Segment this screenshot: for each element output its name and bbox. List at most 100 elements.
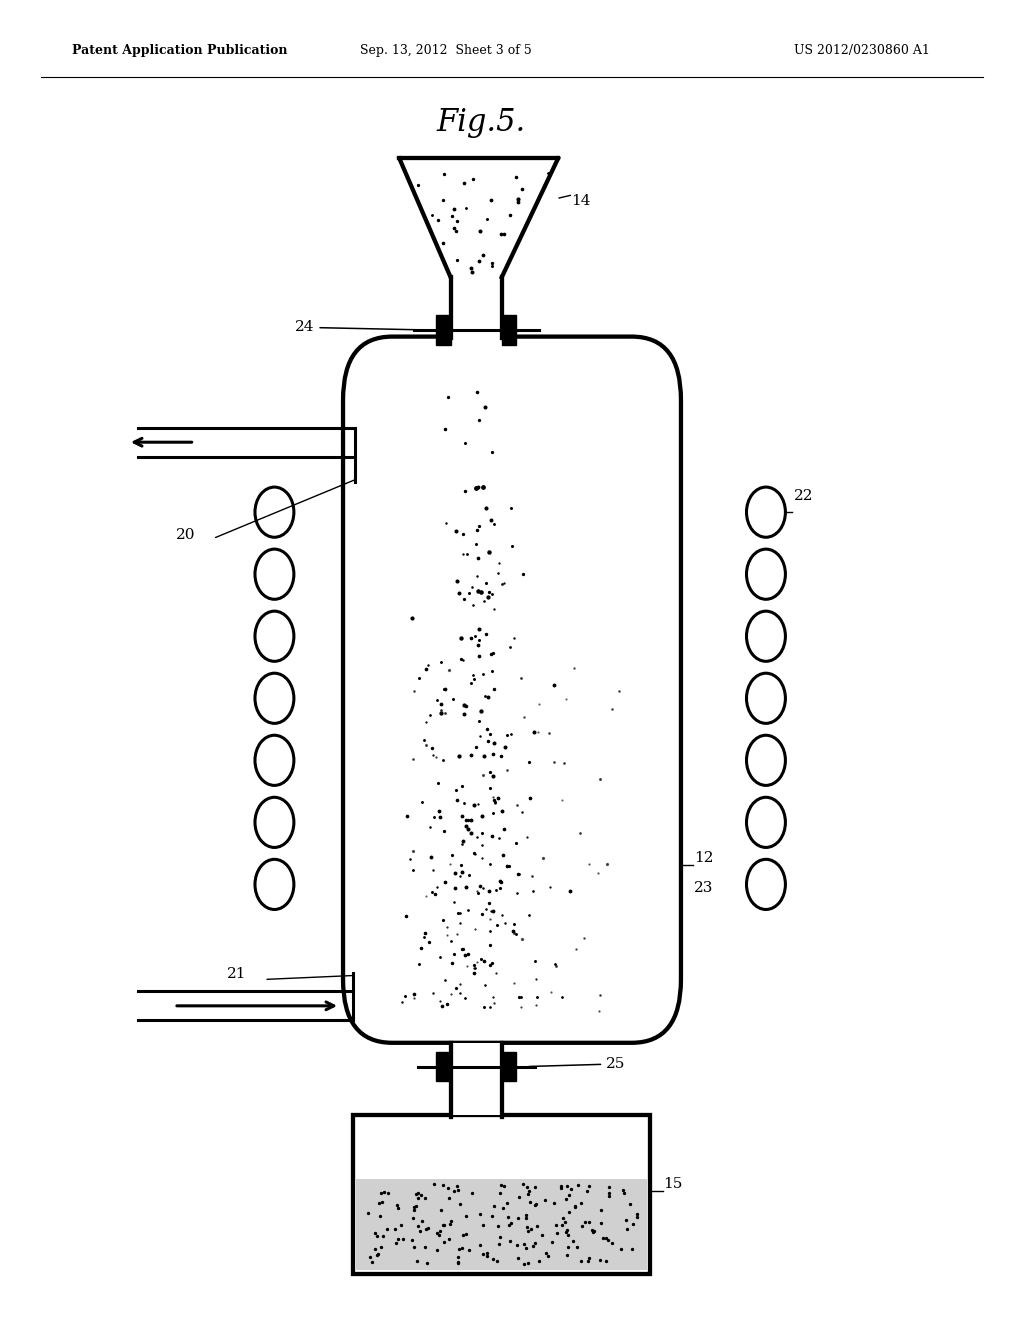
Point [492,1234,508,1255]
Point [387,1218,403,1239]
Point [519,1220,536,1241]
Point [559,1245,575,1266]
Point [510,1208,526,1229]
Point [370,1243,386,1265]
Point [479,1243,496,1265]
Point [430,1224,446,1245]
Point [514,1173,530,1195]
Point [414,1210,430,1232]
Point [509,1234,525,1255]
Point [560,1225,577,1246]
Point [417,1237,433,1258]
Point [492,1183,508,1204]
Point [449,1176,465,1197]
Point [414,1185,430,1206]
Point [373,1183,389,1204]
Point [565,1230,582,1251]
Text: 24: 24 [295,321,425,334]
Point [557,1188,573,1209]
Point [580,1250,596,1271]
Point [451,1238,467,1259]
Point [625,1213,641,1234]
Point [450,1179,466,1200]
Point [549,1222,565,1243]
Point [521,1191,538,1212]
Text: 22: 22 [794,490,813,503]
Point [629,1206,645,1228]
Bar [502,315,516,345]
Point [559,1176,575,1197]
Point [552,1175,568,1196]
Point [538,1242,554,1263]
Point [500,1206,516,1228]
Bar [436,1052,451,1081]
Point [552,1177,568,1199]
Text: 15: 15 [664,1177,683,1191]
Point [540,1245,556,1266]
Point [517,1205,534,1226]
Point [520,1184,537,1205]
Bar [502,1052,516,1081]
Point [493,1175,509,1196]
Point [387,1233,403,1254]
Point [525,1236,542,1257]
Point [380,1183,396,1204]
Point [407,1237,423,1258]
Point [361,1246,378,1267]
Point [581,1212,597,1233]
Point [622,1193,638,1214]
Point [560,1184,577,1205]
Point [615,1183,632,1204]
Point [484,1247,501,1269]
Point [429,1222,445,1243]
Point [407,1196,423,1217]
Point [450,1247,466,1269]
FancyBboxPatch shape [343,337,681,1043]
Point [433,1200,450,1221]
Point [368,1222,384,1243]
Point [503,1213,519,1234]
Point [581,1175,597,1196]
Point [517,1238,534,1259]
Point [624,1238,640,1259]
Point [418,1218,434,1239]
Point [527,1193,544,1214]
Point [523,1218,540,1239]
Text: 20: 20 [176,528,196,541]
Point [614,1180,631,1201]
Point [479,1246,496,1267]
Text: 12: 12 [694,851,714,865]
Point [367,1238,383,1259]
Point [601,1176,617,1197]
Point [459,1205,475,1226]
Point [567,1196,584,1217]
Point [526,1176,543,1197]
Point [568,1237,585,1258]
Point [495,1197,511,1218]
Point [408,1184,424,1205]
Point [436,1232,453,1253]
Bar [356,1179,647,1270]
Point [520,1253,537,1274]
Point [496,1175,512,1196]
Point [612,1238,629,1259]
Point [527,1233,544,1254]
Point [548,1214,564,1236]
Point [593,1200,609,1221]
Point [371,1192,387,1213]
Point [364,1251,380,1272]
Text: Fig.5.: Fig.5. [436,107,526,139]
Point [410,1216,426,1237]
Point [570,1175,587,1196]
Point [562,1179,579,1200]
Text: 14: 14 [571,194,591,207]
Point [474,1214,490,1236]
Point [499,1192,515,1213]
Point [372,1205,388,1226]
Polygon shape [451,277,502,339]
Point [586,1220,602,1241]
Point [389,1195,406,1216]
Point [581,1247,597,1269]
Point [574,1216,591,1237]
Point [445,1180,462,1201]
